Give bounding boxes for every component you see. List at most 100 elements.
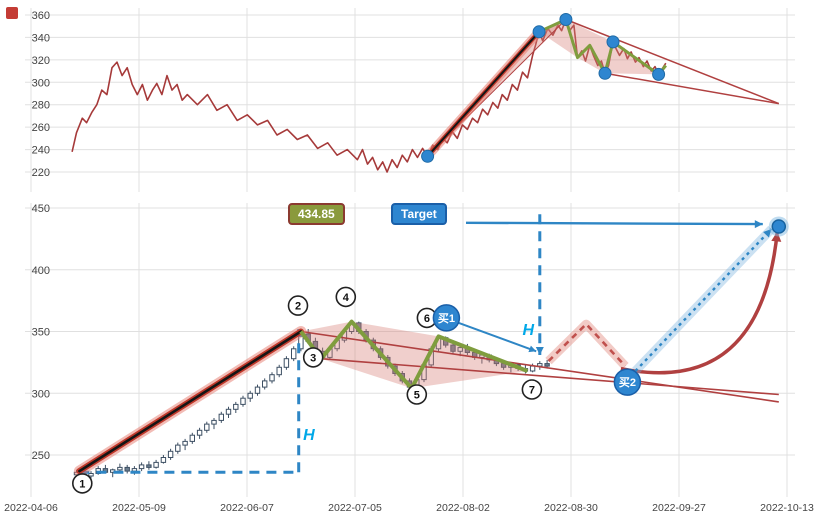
wave-point-7[interactable]: 7 bbox=[521, 379, 543, 400]
candle-body bbox=[254, 386, 261, 394]
x-axis-label: 2022-08-30 bbox=[544, 502, 598, 514]
y-axis-label: 350 bbox=[32, 327, 50, 339]
main-panel: H H 1 2 3 4 5 6 7 买1 买2 bbox=[72, 214, 789, 494]
candle-body bbox=[153, 461, 159, 468]
h-label-measure: H bbox=[303, 427, 315, 444]
rally-core bbox=[426, 30, 541, 158]
curve-arrowhead bbox=[771, 231, 782, 242]
rally-core bbox=[78, 330, 303, 473]
buy-label: 买1 bbox=[438, 312, 455, 325]
y-axis-label: 280 bbox=[32, 100, 50, 112]
candle-body bbox=[204, 423, 210, 431]
candle-body bbox=[88, 473, 94, 477]
candle-body bbox=[131, 468, 138, 472]
target-badge[interactable]: Target bbox=[391, 203, 447, 225]
y-axis-label: 220 bbox=[32, 167, 50, 179]
candle-body bbox=[247, 392, 253, 399]
candle-body bbox=[283, 358, 290, 368]
candle-body bbox=[276, 366, 282, 376]
y-axis-label: 300 bbox=[32, 77, 50, 89]
target-arrowhead bbox=[754, 220, 763, 229]
candle-body bbox=[450, 344, 456, 352]
candle-body bbox=[262, 380, 268, 388]
x-axis-label: 2022-09-27 bbox=[652, 502, 706, 514]
wave-circle bbox=[335, 286, 357, 308]
wave-number: 6 bbox=[424, 313, 430, 325]
candle-body bbox=[240, 397, 246, 405]
x-axis-label: 2022-10-13 bbox=[760, 502, 814, 514]
y-axis-label: 450 bbox=[32, 203, 50, 215]
candle-body bbox=[211, 419, 217, 425]
pivot-dot[interactable] bbox=[606, 35, 620, 49]
pivot-dot[interactable] bbox=[652, 67, 666, 81]
y-axis-label: 260 bbox=[32, 122, 50, 134]
zigzag-line bbox=[538, 18, 667, 76]
candle-body bbox=[117, 466, 123, 471]
target-curve-arrow bbox=[620, 231, 780, 375]
candle-body bbox=[544, 363, 550, 367]
wave-number: 3 bbox=[310, 352, 316, 364]
trend-line bbox=[321, 357, 779, 396]
buy2-target-arrow bbox=[634, 228, 773, 372]
candle-body bbox=[233, 403, 239, 410]
wave-circle bbox=[406, 384, 428, 405]
grid: 220 240 260 280 300 320 340 360 250 300 350 400 450 2… bbox=[4, 8, 814, 514]
wave-circle bbox=[521, 379, 543, 400]
target-dot[interactable] bbox=[771, 219, 787, 234]
wave-number: 4 bbox=[343, 292, 350, 304]
candle-body bbox=[457, 347, 463, 352]
candle-body bbox=[269, 374, 275, 382]
buy-marker-2[interactable]: 买2 bbox=[613, 368, 642, 396]
candle-body bbox=[182, 440, 188, 446]
y-axis-label: 320 bbox=[32, 55, 50, 67]
wave-circle bbox=[302, 347, 324, 368]
y-axis-label: 240 bbox=[32, 145, 50, 157]
h-label-projection: H bbox=[523, 322, 535, 339]
x-axis-label: 2022-06-07 bbox=[220, 502, 274, 514]
y-axis-label: 360 bbox=[32, 10, 50, 22]
candle-body bbox=[167, 450, 174, 458]
wave-point-2[interactable]: 2 bbox=[287, 295, 309, 316]
wave-number: 1 bbox=[79, 478, 85, 490]
candle-body bbox=[160, 457, 167, 463]
y-axis-label: 250 bbox=[32, 450, 50, 462]
buy-marker-1[interactable]: 买1 bbox=[432, 304, 461, 332]
trend-line bbox=[565, 18, 780, 105]
app-logo-icon bbox=[6, 7, 18, 19]
x-axis-label: 2022-05-09 bbox=[112, 502, 166, 514]
wave-number: 5 bbox=[414, 390, 420, 402]
candle-body bbox=[138, 464, 145, 470]
candle-body bbox=[291, 348, 297, 360]
pivot-dot[interactable] bbox=[421, 149, 435, 163]
buy-label: 买2 bbox=[619, 376, 636, 389]
buy1-connector bbox=[458, 321, 537, 353]
buy-circle bbox=[613, 368, 642, 396]
trend-line bbox=[300, 330, 779, 403]
wave-point-5[interactable]: 5 bbox=[406, 384, 428, 405]
wave-circle bbox=[72, 473, 93, 494]
y-axis-label: 340 bbox=[32, 32, 50, 44]
pivot-dot[interactable] bbox=[598, 66, 612, 80]
trend-line bbox=[604, 72, 779, 105]
candle-body bbox=[175, 444, 181, 452]
y-axis-label: 400 bbox=[32, 265, 50, 277]
dotted-arrowhead bbox=[763, 229, 772, 238]
wave-point-1[interactable]: 1 bbox=[72, 473, 93, 494]
pivot-dot[interactable] bbox=[532, 25, 546, 39]
candle-body bbox=[146, 464, 152, 468]
x-axis-label: 2022-07-05 bbox=[328, 502, 382, 514]
price-target-badge[interactable]: 434.85 bbox=[288, 203, 345, 225]
overview-panel bbox=[71, 13, 780, 173]
projection-zigzag bbox=[547, 322, 627, 367]
x-axis-label: 2022-08-02 bbox=[436, 502, 490, 514]
x-axis-label: 2022-04-06 bbox=[4, 502, 58, 514]
wave-point-4[interactable]: 4 bbox=[335, 286, 357, 308]
wave-point-3[interactable]: 3 bbox=[302, 347, 324, 368]
candle-body bbox=[529, 365, 536, 372]
candle-body bbox=[124, 466, 130, 472]
pivot-dot[interactable] bbox=[559, 13, 573, 26]
buy1-arrowhead bbox=[528, 345, 537, 353]
wave-number: 7 bbox=[529, 385, 535, 397]
candle-body bbox=[196, 429, 203, 436]
